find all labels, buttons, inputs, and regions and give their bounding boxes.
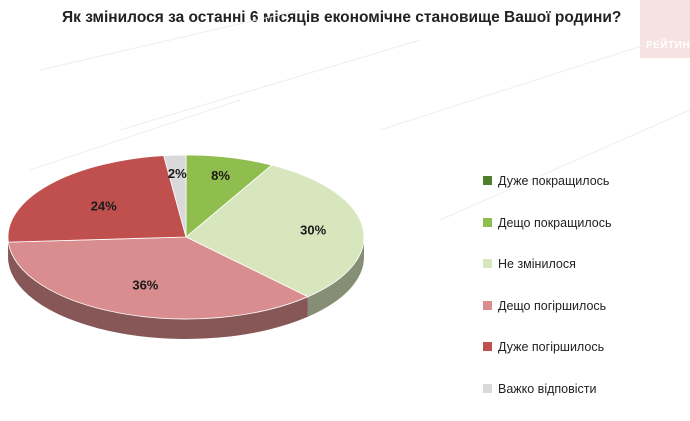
legend-item: Дуже погіршилось <box>483 338 612 380</box>
legend-label: Дуже погіршилось <box>498 340 604 354</box>
legend-label: Важко відповісти <box>498 382 597 396</box>
data-label: 36% <box>132 277 158 292</box>
legend: Дуже покращилось Дещо покращилось Не змі… <box>483 172 612 421</box>
legend-item: Дещо покращилось <box>483 214 612 256</box>
legend-label: Дуже покращилось <box>498 174 609 188</box>
legend-item: Не змінилося <box>483 255 612 297</box>
legend-swatch <box>483 218 492 227</box>
legend-swatch <box>483 176 492 185</box>
legend-label: Дещо покращилось <box>498 216 612 230</box>
legend-item: Дуже покращилось <box>483 172 612 214</box>
legend-swatch <box>483 384 492 393</box>
legend-swatch <box>483 259 492 268</box>
legend-swatch <box>483 342 492 351</box>
legend-label: Дещо погіршилось <box>498 299 606 313</box>
data-label: 24% <box>91 199 117 214</box>
legend-item: Важко відповісти <box>483 380 612 421</box>
data-label: 8% <box>211 168 230 183</box>
data-label: 30% <box>300 223 326 238</box>
legend-label: Не змінилося <box>498 257 576 271</box>
legend-swatch <box>483 301 492 310</box>
legend-item: Дещо погіршилось <box>483 297 612 339</box>
data-label: 2% <box>168 166 187 181</box>
